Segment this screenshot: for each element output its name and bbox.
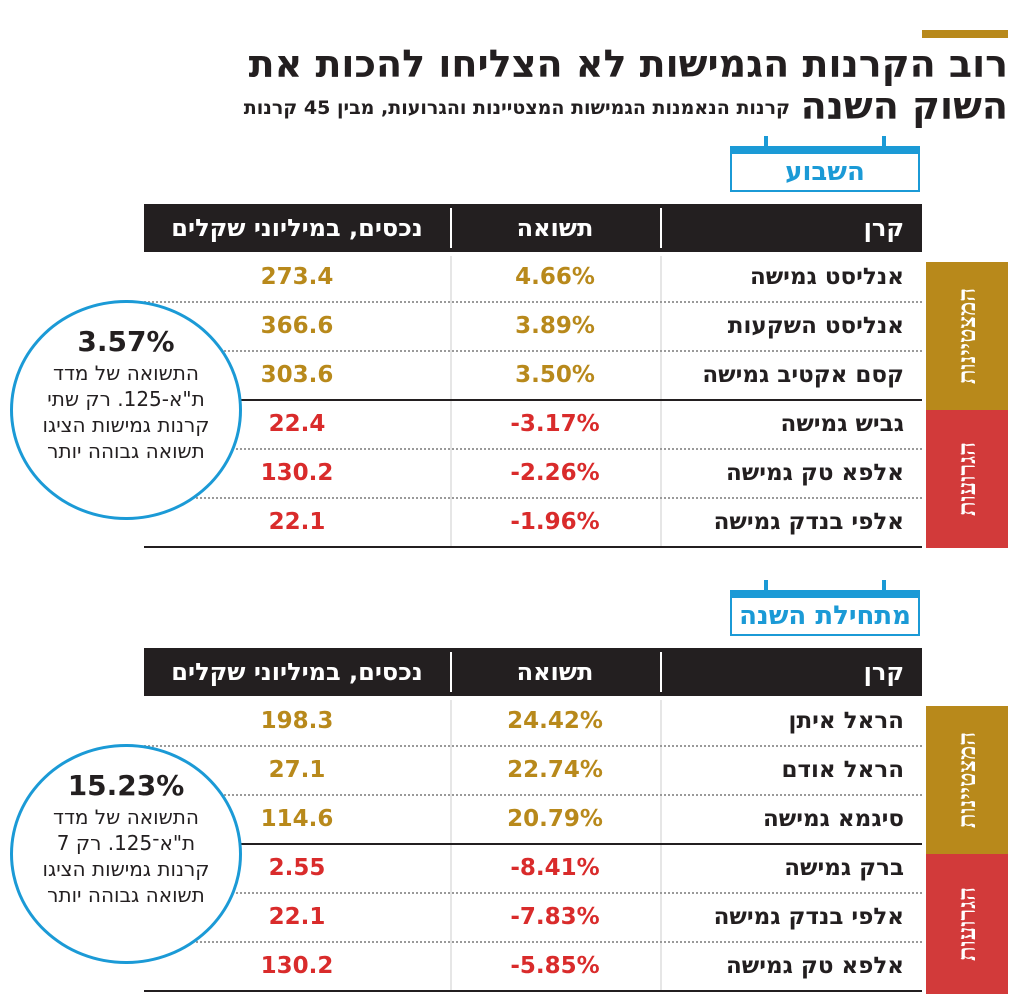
table-row: אנליסט השקעות 3.89% 366.6 xyxy=(144,303,922,352)
fund-name: אלפא טק גמישה xyxy=(725,460,904,486)
category-best: המצטיינות xyxy=(926,706,1008,854)
table-row: אנליסט גמישה 4.66% 273.4 xyxy=(144,254,922,303)
table-row: גביש גמישה -3.17% 22.4 xyxy=(144,401,922,450)
calendar-icon: מתחילת השנה xyxy=(730,580,920,638)
table-row: אלפא טק גמישה -2.26% 130.2 xyxy=(144,450,922,499)
column-header-return: תשואה xyxy=(516,658,594,686)
fund-name: ברק גמישה xyxy=(784,855,904,881)
fund-name: הראל אודם xyxy=(781,757,905,783)
fund-assets: 303.6 xyxy=(260,362,334,388)
fund-return: 3.89% xyxy=(515,313,595,339)
fund-return: 20.79% xyxy=(507,806,603,832)
fund-return: 22.74% xyxy=(507,757,603,783)
fund-assets: 366.6 xyxy=(260,313,334,339)
fund-return: -8.41% xyxy=(510,855,600,881)
fund-return: -5.85% xyxy=(510,953,600,979)
index-note: התשואה של מדד ת"א־125. רק 7 קרנות גמישות… xyxy=(42,805,210,907)
table-row: הראל איתן 24.42% 198.3 xyxy=(144,698,922,747)
fund-return: -2.26% xyxy=(510,460,600,486)
table-row: סיגמא גמישה 20.79% 114.6 xyxy=(144,796,922,845)
fund-name: אנליסט השקעות xyxy=(727,313,904,339)
table-row: הראל אודם 22.74% 27.1 xyxy=(144,747,922,796)
fund-name: סיגמא גמישה xyxy=(762,806,904,832)
fund-return: 24.42% xyxy=(507,708,603,734)
fund-return: -7.83% xyxy=(510,904,600,930)
table-row: אלפא טק גמישה -5.85% 130.2 xyxy=(144,943,922,992)
column-header-fund: קרן xyxy=(863,214,904,242)
fund-name: הראל איתן xyxy=(788,708,904,734)
calendar-icon: השבוע xyxy=(730,136,920,194)
fund-name: גביש גמישה xyxy=(780,411,904,437)
fund-assets: 22.1 xyxy=(268,904,326,930)
category-worst: הגרועות xyxy=(926,854,1008,994)
fund-name: אלפי בנדק גמישה xyxy=(713,509,904,535)
page-title: רוב הקרנות הגמישות לא הצליחו להכות את xyxy=(248,42,1008,86)
fund-assets: 273.4 xyxy=(260,264,334,290)
period-label: השבוע xyxy=(730,154,920,192)
category-worst: הגרועות xyxy=(926,410,1008,548)
index-return-value: 3.57% xyxy=(77,325,175,358)
fund-name: אלפי בנדק גמישה xyxy=(713,904,904,930)
column-header-assets: נכסים, במיליוני שקלים xyxy=(171,214,423,242)
fund-return: -3.17% xyxy=(510,411,600,437)
index-bubble: 15.23% התשואה של מדד ת"א־125. רק 7 קרנות… xyxy=(10,744,242,964)
column-header-fund: קרן xyxy=(863,658,904,686)
table-row: אלפי בנדק גמישה -1.96% 22.1 xyxy=(144,499,922,548)
index-bubble: 3.57% התשואה של מדד ת"א-125. רק שתי קרנו… xyxy=(10,300,242,520)
ytd-table: קרן תשואה נכסים, במיליוני שקלים הראל אית… xyxy=(144,648,922,994)
fund-assets: 114.6 xyxy=(260,806,334,832)
table-header: קרן תשואה נכסים, במיליוני שקלים xyxy=(144,204,922,252)
fund-name: קסם אקטיב גמישה xyxy=(702,362,904,388)
fund-assets: 22.1 xyxy=(268,509,326,535)
fund-name: אנליסט גמישה xyxy=(749,264,904,290)
table-row: אלפי בנדק גמישה -7.83% 22.1 xyxy=(144,894,922,943)
accent-bar xyxy=(922,30,1008,38)
fund-name: אלפא טק גמישה xyxy=(725,953,904,979)
fund-assets: 130.2 xyxy=(260,460,334,486)
period-label: מתחילת השנה xyxy=(730,598,920,636)
page-subtitle: קרנות הנאמנות הגמישות המצטיינות והגרועות… xyxy=(243,97,790,119)
fund-assets: 2.55 xyxy=(268,855,326,881)
fund-return: 3.50% xyxy=(515,362,595,388)
weekly-table: קרן תשואה נכסים, במיליוני שקלים אנליסט ג… xyxy=(144,204,922,550)
page-title-line2: השוק השנה xyxy=(800,84,1008,128)
column-header-assets: נכסים, במיליוני שקלים xyxy=(171,658,423,686)
fund-assets: 198.3 xyxy=(260,708,334,734)
category-best: המצטיינות xyxy=(926,262,1008,410)
fund-assets: 130.2 xyxy=(260,953,334,979)
index-return-value: 15.23% xyxy=(67,769,185,802)
table-row: ברק גמישה -8.41% 2.55 xyxy=(144,845,922,894)
index-note: התשואה של מדד ת"א-125. רק שתי קרנות גמיש… xyxy=(42,361,210,463)
fund-return: 4.66% xyxy=(515,264,595,290)
table-header: קרן תשואה נכסים, במיליוני שקלים xyxy=(144,648,922,696)
table-row: קסם אקטיב גמישה 3.50% 303.6 xyxy=(144,352,922,401)
fund-assets: 22.4 xyxy=(268,411,326,437)
fund-assets: 27.1 xyxy=(268,757,326,783)
column-header-return: תשואה xyxy=(516,214,594,242)
fund-return: -1.96% xyxy=(510,509,600,535)
